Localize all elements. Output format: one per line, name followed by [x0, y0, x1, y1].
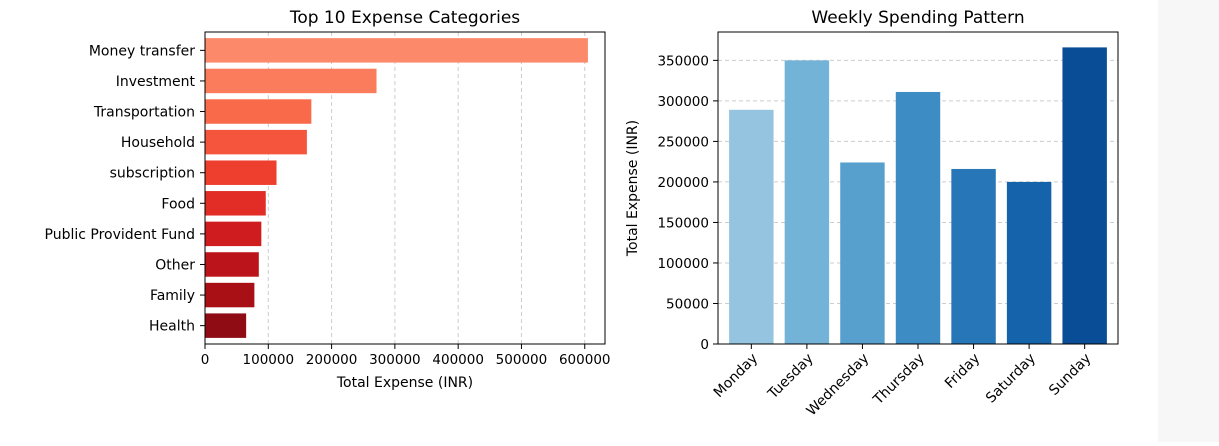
x-tick-label: 100000: [243, 352, 295, 368]
bar: [205, 191, 266, 216]
x-tick-label: 600000: [559, 352, 611, 368]
bar: [729, 109, 774, 345]
category-label: Saturday: [983, 351, 1039, 407]
x-tick-label: 500000: [496, 352, 548, 368]
category-label: Sunday: [1046, 351, 1094, 399]
category-label: Thursday: [870, 351, 928, 409]
chart-title: Top 10 Expense Categories: [289, 8, 520, 28]
category-label: Money transfer: [89, 43, 195, 59]
category-label: Household: [121, 135, 195, 151]
y-tick-label: 150000: [657, 215, 709, 231]
category-label: Monday: [711, 351, 761, 401]
category-ticks: Money transfer Investment Transportation Ho…: [45, 43, 205, 335]
x-tick-label: 400000: [432, 352, 484, 368]
value-ticks: 0 100000 200000 300000 400000 500000 600000: [201, 344, 611, 368]
category-label: Public Provident Fund: [45, 227, 196, 243]
plot-frame: [204, 31, 606, 345]
x-tick-label: 300000: [369, 352, 421, 368]
category-label: Other: [155, 257, 195, 273]
bar: [205, 221, 262, 247]
bar: [205, 38, 588, 63]
bar: [1062, 47, 1107, 345]
page-margin-strip: [1158, 0, 1219, 442]
y-tick-label: 250000: [657, 134, 709, 150]
bar: [205, 252, 259, 277]
y-tick-label: 0: [700, 337, 709, 353]
category-label: Tuesday: [764, 351, 816, 403]
y-tick-label: 350000: [657, 53, 709, 69]
y-tick-label: 300000: [657, 94, 709, 110]
category-label: Family: [150, 288, 195, 304]
bar: [205, 129, 307, 155]
y-tick-label: 50000: [666, 296, 709, 312]
bar: [205, 313, 247, 338]
category-label: Health: [149, 319, 195, 335]
chart-title: Weekly Spending Pattern: [811, 8, 1024, 28]
bar: [205, 282, 255, 308]
bar: [205, 68, 377, 94]
category-label: Investment: [116, 74, 196, 90]
bars: [729, 47, 1107, 345]
bars: [205, 38, 588, 338]
category-label: Transportation: [93, 105, 195, 121]
x-tick-label: 0: [201, 352, 210, 368]
bar: [895, 91, 941, 344]
bar: [840, 162, 885, 344]
bar: [205, 160, 277, 185]
bar: [1006, 181, 1052, 344]
category-label: Friday: [942, 351, 983, 392]
y-tick-label: 100000: [657, 256, 709, 272]
y-tick-label: 200000: [657, 175, 709, 191]
x-tick-label: 200000: [306, 352, 358, 368]
value-ticks: 0 50000 100000 150000 200000 250000 300000 3500…: [657, 53, 718, 353]
category-label: subscription: [110, 166, 195, 182]
bar: [784, 60, 830, 344]
y-axis-label: Total Expense (INR): [625, 120, 641, 257]
bar: [205, 99, 312, 124]
bar: [951, 168, 996, 344]
weekly-spending-chart: Weekly Spending Pattern 0 50000 100000 1500…: [625, 8, 1119, 419]
category-label: Food: [161, 196, 195, 212]
x-axis-label: Total Expense (INR): [336, 375, 473, 391]
expense-categories-chart: Top 10 Expense Categories Money transfer…: [45, 8, 611, 391]
